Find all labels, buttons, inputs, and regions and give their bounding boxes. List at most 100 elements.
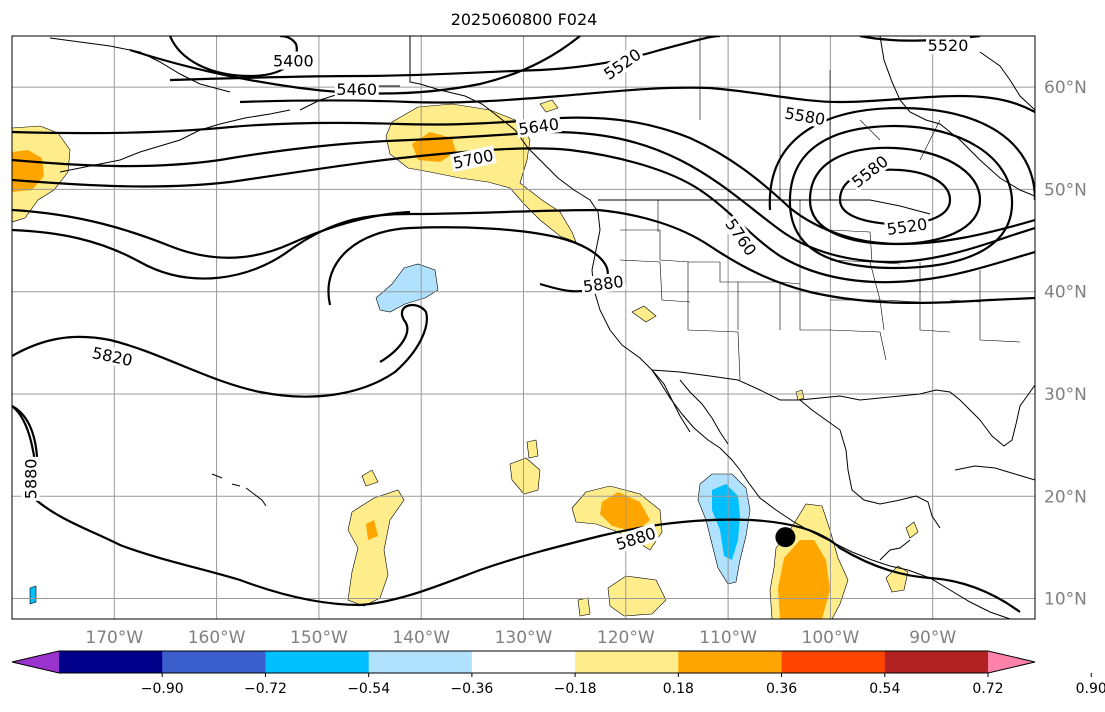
coastline-us-gulf: [799, 389, 981, 421]
contour-5820: [12, 208, 411, 259]
colorbar-swatch-4: [368, 651, 473, 673]
coastline-florida: [979, 384, 1035, 447]
colorbar-swatch-0: [12, 651, 59, 673]
contour-low-ring-4: [768, 106, 1035, 211]
contour-label-group-1: 5460: [334, 80, 379, 99]
lat-tick-label-0: 10°N: [1044, 590, 1087, 610]
colorbar-tick-label-8: 0.72: [972, 681, 1003, 697]
colorbar-swatch-7: [678, 651, 783, 673]
province-borders: [699, 36, 941, 200]
contour-low-ring-2: [808, 146, 982, 246]
contour-label-group-3: 5520: [926, 36, 971, 55]
state-borders: [619, 36, 1021, 381]
contour-label-bg-11: [89, 342, 136, 370]
colorbar-swatch-10: [988, 651, 1035, 673]
coastline-cuba: [954, 465, 1035, 481]
contour-5760: [12, 147, 1035, 284]
lon-tick-label-5: 120°W: [597, 628, 655, 648]
contour-label-bg-10: [580, 271, 627, 296]
anomaly-area-west-tropics-core: [366, 520, 378, 540]
anomaly-area-small-west: [361, 469, 379, 487]
coastline-gulf-mexico: [799, 399, 941, 529]
lat-tick-label-3: 40°N: [1044, 283, 1087, 303]
map-title: 2025060800 F024: [450, 10, 598, 29]
border-mexico-guatemala: [879, 539, 911, 561]
colorbar-swatch-1: [59, 651, 163, 673]
colorbar-tick-label-2: −0.54: [347, 681, 390, 697]
coastline-baja: [651, 369, 741, 471]
colorbar-swatch-5: [471, 651, 576, 673]
colorbar-tick-label-6: 0.36: [766, 681, 797, 697]
colorbar-tick-labels: −0.90 −0.72 −0.54 −0.36 −0.18 0.18 0.36 0.54 0.7…: [141, 673, 1105, 697]
coastline-east-canada: [979, 51, 1035, 111]
coastline-hudson: [879, 36, 1035, 197]
latitude-tick-labels: 10°N 20°N 30°N 40°N 50°N 60°N: [1044, 78, 1087, 609]
contour-5820-south: [12, 303, 428, 398]
contour-5700: [12, 130, 1035, 264]
contour-label-bg-9: [721, 213, 762, 261]
lon-tick-label-0: 170°W: [85, 628, 143, 648]
anomaly-area-east-pacific-core: [600, 492, 650, 532]
colorbar-swatch-2: [162, 651, 266, 673]
colorbar-tick-label-9: 0.90: [1076, 681, 1105, 697]
contour-5520: [169, 36, 721, 82]
contour-label-group-0: 5400: [271, 51, 316, 71]
contour-label-bg-7: [846, 150, 893, 192]
colorbar-tick-label-5: 0.18: [663, 681, 694, 697]
contour-label-bg-0: [271, 51, 316, 70]
contour-label-bg-13: [612, 522, 660, 554]
lat-tick-label-2: 30°N: [1044, 385, 1087, 405]
coastline-alaska: [409, 36, 599, 213]
contour-5580: [239, 86, 1035, 113]
coastline-hawaii: [211, 473, 267, 507]
anomaly-area-negative-pacific: [375, 263, 439, 313]
anomaly-area-gulf-honduras: [885, 565, 909, 593]
contour-label-1: 5460: [336, 80, 377, 99]
lon-tick-label-3: 140°W: [392, 628, 450, 648]
anomaly-area-central-small: [526, 439, 539, 459]
coastlines: [49, 36, 1035, 619]
contour-5880-north: [12, 208, 1035, 305]
contour-label-bg-2: [598, 43, 646, 84]
coastline-gulf-california: [679, 379, 729, 445]
anomaly-area-storm-core: [778, 540, 830, 619]
lat-tick-label-1: 20°N: [1044, 487, 1087, 507]
map-frame: [11, 35, 1036, 620]
anomaly-area-negative-mexico-core: [712, 484, 740, 560]
contour-label-3: 5520: [928, 36, 969, 55]
colorbar-tick-label-4: −0.18: [554, 681, 597, 697]
lat-tick-label-5: 60°N: [1044, 78, 1087, 98]
lon-tick-label-2: 150°W: [290, 628, 348, 648]
colorbar: [11, 650, 1036, 674]
colorbar-swatch-8: [781, 651, 886, 673]
lon-tick-label-4: 130°W: [495, 628, 553, 648]
contour-label-bg-12: [21, 456, 40, 501]
colorbar-outline: [11, 650, 1036, 674]
anomaly-area-baja-west: [631, 305, 657, 323]
coastline-mexico-pacific: [739, 469, 1011, 619]
longitude-tick-labels: 170°W 160°W 150°W 140°W 130°W 120°W 110°W 100°W…: [85, 628, 956, 648]
contour-label-bg-5: [515, 114, 562, 139]
colorbar-tick-label-0: −0.90: [141, 681, 184, 697]
storm-center-marker: [775, 527, 796, 548]
border-us-canada: [598, 199, 931, 215]
contour-label-bg-6: [449, 145, 497, 173]
anomaly-area-south-central: [607, 575, 667, 617]
colorbar-swatch-6: [575, 651, 679, 673]
lon-tick-label-6: 110°W: [699, 628, 757, 648]
contour-label-bg-3: [926, 36, 971, 55]
colorbar-swatch-3: [265, 651, 370, 673]
colorbar-tick-label-7: 0.54: [869, 681, 900, 697]
contour-label-bg-4: [781, 103, 829, 129]
grid-lines: [12, 36, 1035, 619]
lon-tick-label-8: 90°W: [909, 628, 956, 648]
contour-5880-south: [12, 405, 1021, 613]
lat-tick-label-4: 50°N: [1044, 180, 1087, 200]
contour-label-12: 5880: [21, 459, 40, 500]
anomaly-area-caribbean-small: [905, 521, 919, 539]
colorbar-tick-label-1: −0.72: [244, 681, 287, 697]
anomaly-area-small-south: [577, 597, 591, 617]
anomaly-area-small-north: [539, 99, 559, 113]
